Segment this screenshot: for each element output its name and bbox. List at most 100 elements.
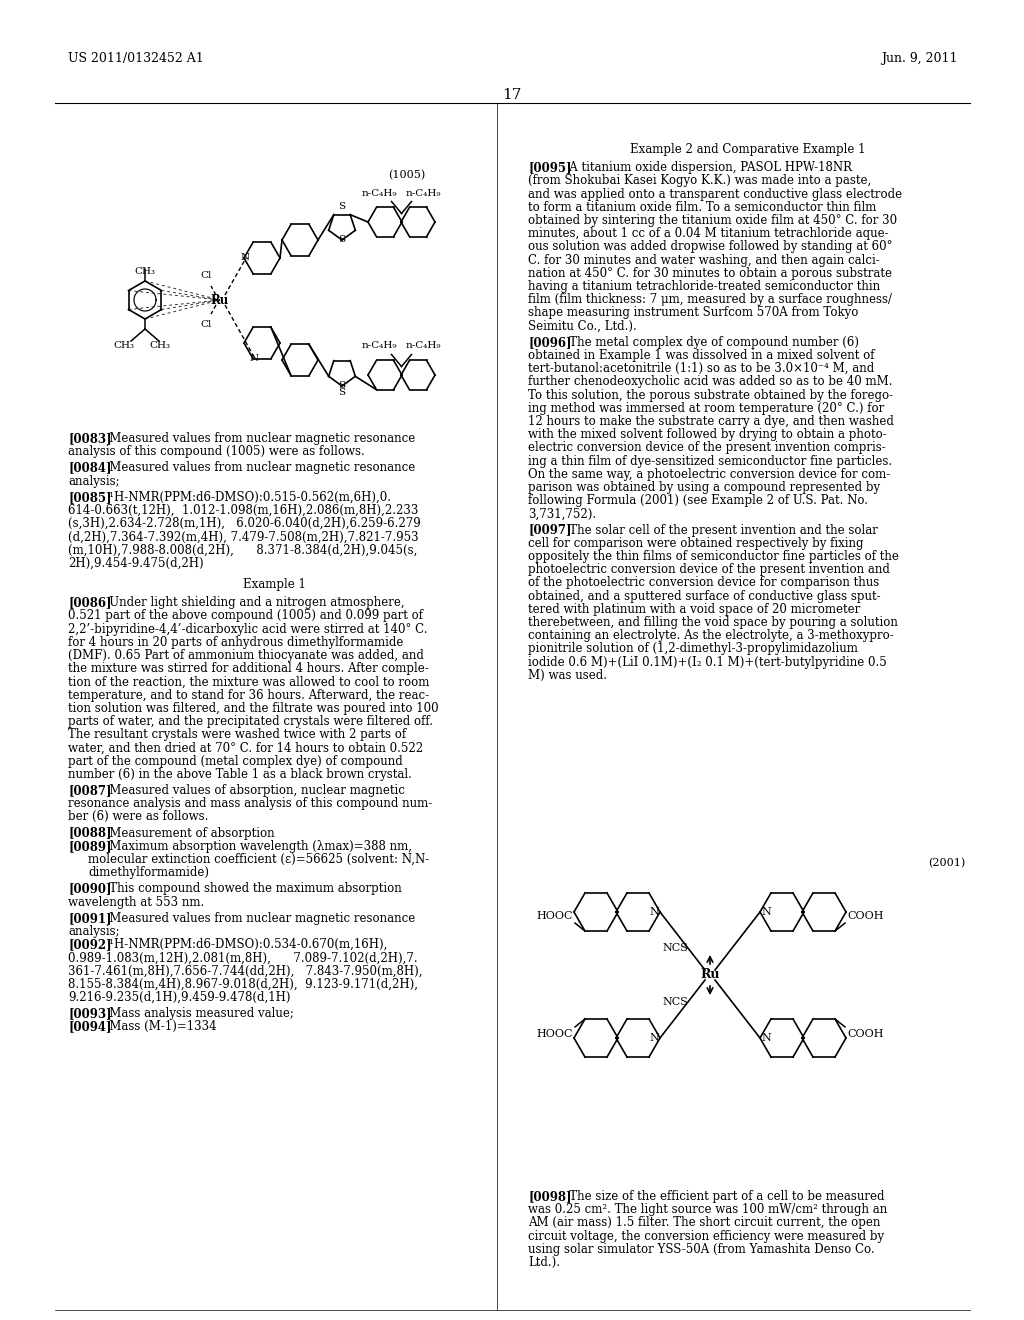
Text: [0096]: [0096] — [528, 335, 571, 348]
Text: part of the compound (metal complex dye) of compound: part of the compound (metal complex dye)… — [68, 755, 402, 768]
Text: [0088]: [0088] — [68, 826, 112, 840]
Text: obtained by sintering the titanium oxide film at 450° C. for 30: obtained by sintering the titanium oxide… — [528, 214, 897, 227]
Text: having a titanium tetrachloride-treated semiconductor thin: having a titanium tetrachloride-treated … — [528, 280, 880, 293]
Text: Measured values from nuclear magnetic resonance: Measured values from nuclear magnetic re… — [98, 462, 416, 474]
Text: CH₃: CH₃ — [150, 341, 171, 350]
Text: [0095]: [0095] — [528, 161, 571, 174]
Text: [0094]: [0094] — [68, 1020, 112, 1034]
Text: 361-7.461(m,8H),7.656-7.744(dd,2H),   7.843-7.950(m,8H),: 361-7.461(m,8H),7.656-7.744(dd,2H), 7.84… — [68, 965, 423, 978]
Text: parison was obtained by using a compound represented by: parison was obtained by using a compound… — [528, 480, 880, 494]
Text: This compound showed the maximum absorption: This compound showed the maximum absorpt… — [98, 882, 401, 895]
Text: (s,3H),2.634-2.728(m,1H),   6.020-6.040(d,2H),6.259-6.279: (s,3H),2.634-2.728(m,1H), 6.020-6.040(d,… — [68, 517, 421, 531]
Text: n-C₄H₉: n-C₄H₉ — [406, 189, 441, 198]
Text: S: S — [339, 388, 345, 397]
Text: using solar simulator YSS-50A (from Yamashita Denso Co.: using solar simulator YSS-50A (from Yama… — [528, 1243, 874, 1255]
Text: (DMF). 0.65 Part of ammonium thiocyanate was added, and: (DMF). 0.65 Part of ammonium thiocyanate… — [68, 649, 424, 663]
Text: 614-0.663(t,12H),  1.012-1.098(m,16H),2.086(m,8H),2.233: 614-0.663(t,12H), 1.012-1.098(m,16H),2.0… — [68, 504, 419, 517]
Text: 0.989-1.083(m,12H),2.081(m,8H),      7.089-7.102(d,2H),7.: 0.989-1.083(m,12H),2.081(m,8H), 7.089-7.… — [68, 952, 418, 965]
Text: obtained, and a sputtered surface of conductive glass sput-: obtained, and a sputtered surface of con… — [528, 590, 881, 603]
Text: containing an electrolyte. As the electrolyte, a 3-methoxypro-: containing an electrolyte. As the electr… — [528, 630, 894, 643]
Text: n-C₄H₉: n-C₄H₉ — [361, 189, 397, 198]
Text: therebetween, and filling the void space by pouring a solution: therebetween, and filling the void space… — [528, 616, 898, 630]
Text: with the mixed solvent followed by drying to obtain a photo-: with the mixed solvent followed by dryin… — [528, 428, 887, 441]
Text: 0.521 part of the above compound (1005) and 0.099 part of: 0.521 part of the above compound (1005) … — [68, 610, 423, 623]
Text: water, and then dried at 70° C. for 14 hours to obtain 0.522: water, and then dried at 70° C. for 14 h… — [68, 742, 423, 755]
Text: (2001): (2001) — [928, 858, 966, 869]
Text: [0084]: [0084] — [68, 462, 112, 474]
Text: following Formula (2001) (see Example 2 of U.S. Pat. No.: following Formula (2001) (see Example 2 … — [528, 494, 868, 507]
Text: pionitrile solution of (1,2-dimethyl-3-propylimidazolium: pionitrile solution of (1,2-dimethyl-3-p… — [528, 643, 858, 656]
Text: The resultant crystals were washed twice with 2 parts of: The resultant crystals were washed twice… — [68, 729, 407, 742]
Text: HOOC: HOOC — [537, 1030, 573, 1039]
Text: Cl: Cl — [201, 319, 212, 329]
Text: tion of the reaction, the mixture was allowed to cool to room: tion of the reaction, the mixture was al… — [68, 676, 429, 689]
Text: (1005): (1005) — [388, 170, 425, 181]
Text: ¹H-NMR(PPM:d6-DMSO):0.534-0.670(m,16H),: ¹H-NMR(PPM:d6-DMSO):0.534-0.670(m,16H), — [98, 939, 387, 952]
Text: COOH: COOH — [847, 1030, 884, 1039]
Text: ing method was immersed at room temperature (20° C.) for: ing method was immersed at room temperat… — [528, 401, 885, 414]
Text: Measured values from nuclear magnetic resonance: Measured values from nuclear magnetic re… — [98, 432, 416, 445]
Text: On the same way, a photoelectric conversion device for com-: On the same way, a photoelectric convers… — [528, 467, 890, 480]
Text: Mass analysis measured value;: Mass analysis measured value; — [98, 1007, 294, 1020]
Text: further chenodeoxycholic acid was added so as to be 40 mM.: further chenodeoxycholic acid was added … — [528, 375, 893, 388]
Text: Example 2 and Comparative Example 1: Example 2 and Comparative Example 1 — [630, 143, 865, 156]
Text: N: N — [649, 1034, 659, 1043]
Text: [0092]: [0092] — [68, 939, 112, 952]
Text: temperature, and to stand for 36 hours. Afterward, the reac-: temperature, and to stand for 36 hours. … — [68, 689, 429, 702]
Text: 12 hours to make the substrate carry a dye, and then washed: 12 hours to make the substrate carry a d… — [528, 414, 894, 428]
Text: N: N — [250, 354, 259, 363]
Text: n-C₄H₉: n-C₄H₉ — [406, 342, 441, 351]
Text: wavelength at 553 nm.: wavelength at 553 nm. — [68, 895, 204, 908]
Text: for 4 hours in 20 parts of anhydrous dimethylformamide: for 4 hours in 20 parts of anhydrous dim… — [68, 636, 403, 649]
Text: Mass (M-1)=1334: Mass (M-1)=1334 — [98, 1020, 217, 1034]
Text: Ru: Ru — [211, 293, 229, 306]
Text: Measured values from nuclear magnetic resonance: Measured values from nuclear magnetic re… — [98, 912, 416, 925]
Text: parts of water, and the precipitated crystals were filtered off.: parts of water, and the precipitated cry… — [68, 715, 433, 729]
Text: tert-butanol:acetonitrile (1:1) so as to be 3.0×10⁻⁴ M, and: tert-butanol:acetonitrile (1:1) so as to… — [528, 362, 874, 375]
Text: 3,731,752).: 3,731,752). — [528, 507, 596, 520]
Text: N: N — [649, 907, 659, 917]
Text: AM (air mass) 1.5 filter. The short circuit current, the open: AM (air mass) 1.5 filter. The short circ… — [528, 1217, 881, 1229]
Text: ing a thin film of dye-sensitized semiconductor fine particles.: ing a thin film of dye-sensitized semico… — [528, 454, 892, 467]
Text: The metal complex dye of compound number (6): The metal complex dye of compound number… — [558, 335, 859, 348]
Text: N: N — [241, 253, 250, 263]
Text: ¹H-NMR(PPM:d6-DMSO):0.515-0.562(m,6H),0.: ¹H-NMR(PPM:d6-DMSO):0.515-0.562(m,6H),0. — [98, 491, 391, 504]
Text: ber (6) were as follows.: ber (6) were as follows. — [68, 810, 208, 824]
Text: To this solution, the porous substrate obtained by the forego-: To this solution, the porous substrate o… — [528, 388, 893, 401]
Text: cell for comparison were obtained respectively by fixing: cell for comparison were obtained respec… — [528, 537, 863, 550]
Text: to form a titanium oxide film. To a semiconductor thin film: to form a titanium oxide film. To a semi… — [528, 201, 877, 214]
Text: 8.155-8.384(m,4H),8.967-9.018(d,2H),  9.123-9.171(d,2H),: 8.155-8.384(m,4H),8.967-9.018(d,2H), 9.1… — [68, 978, 418, 991]
Text: Jun. 9, 2011: Jun. 9, 2011 — [882, 51, 958, 65]
Text: [0089]: [0089] — [68, 840, 112, 853]
Text: [0087]: [0087] — [68, 784, 112, 797]
Text: the mixture was stirred for additional 4 hours. After comple-: the mixture was stirred for additional 4… — [68, 663, 429, 676]
Text: N: N — [761, 907, 771, 917]
Text: molecular extinction coefficient (ε)=56625 (solvent: N,N-: molecular extinction coefficient (ε)=566… — [88, 853, 429, 866]
Text: circuit voltage, the conversion efficiency were measured by: circuit voltage, the conversion efficien… — [528, 1230, 884, 1242]
Text: N: N — [761, 1034, 771, 1043]
Text: analysis;: analysis; — [68, 925, 120, 939]
Text: (m,10H),7.988-8.008(d,2H),      8.371-8.384(d,2H),9.045(s,: (m,10H),7.988-8.008(d,2H), 8.371-8.384(d… — [68, 544, 418, 557]
Text: S: S — [339, 202, 345, 211]
Text: nation at 450° C. for 30 minutes to obtain a porous substrate: nation at 450° C. for 30 minutes to obta… — [528, 267, 892, 280]
Text: US 2011/0132452 A1: US 2011/0132452 A1 — [68, 51, 204, 65]
Text: Measured values of absorption, nuclear magnetic: Measured values of absorption, nuclear m… — [98, 784, 404, 797]
Text: Under light shielding and a nitrogen atmosphere,: Under light shielding and a nitrogen atm… — [98, 597, 404, 610]
Text: [0093]: [0093] — [68, 1007, 112, 1020]
Text: NCS: NCS — [663, 942, 688, 953]
Text: NCS: NCS — [663, 997, 688, 1007]
Text: (d,2H),7.364-7.392(m,4H), 7.479-7.508(m,2H),7.821-7.953: (d,2H),7.364-7.392(m,4H), 7.479-7.508(m,… — [68, 531, 419, 544]
Text: 9.216-9.235(d,1H),9.459-9.478(d,1H): 9.216-9.235(d,1H),9.459-9.478(d,1H) — [68, 991, 291, 1005]
Text: The size of the efficient part of a cell to be measured: The size of the efficient part of a cell… — [558, 1191, 885, 1203]
Text: Cl: Cl — [201, 271, 212, 280]
Text: film (film thickness: 7 μm, measured by a surface roughness/: film (film thickness: 7 μm, measured by … — [528, 293, 892, 306]
Text: S: S — [339, 235, 345, 244]
Text: oppositely the thin films of semiconductor fine particles of the: oppositely the thin films of semiconduct… — [528, 550, 899, 564]
Text: [0085]: [0085] — [68, 491, 112, 504]
Text: [0098]: [0098] — [528, 1191, 571, 1203]
Text: [0083]: [0083] — [68, 432, 112, 445]
Text: analysis;: analysis; — [68, 475, 120, 487]
Text: 2H),9.454-9.475(d,2H): 2H),9.454-9.475(d,2H) — [68, 557, 204, 570]
Text: analysis of this compound (1005) were as follows.: analysis of this compound (1005) were as… — [68, 445, 365, 458]
Text: The solar cell of the present invention and the solar: The solar cell of the present invention … — [558, 524, 878, 537]
